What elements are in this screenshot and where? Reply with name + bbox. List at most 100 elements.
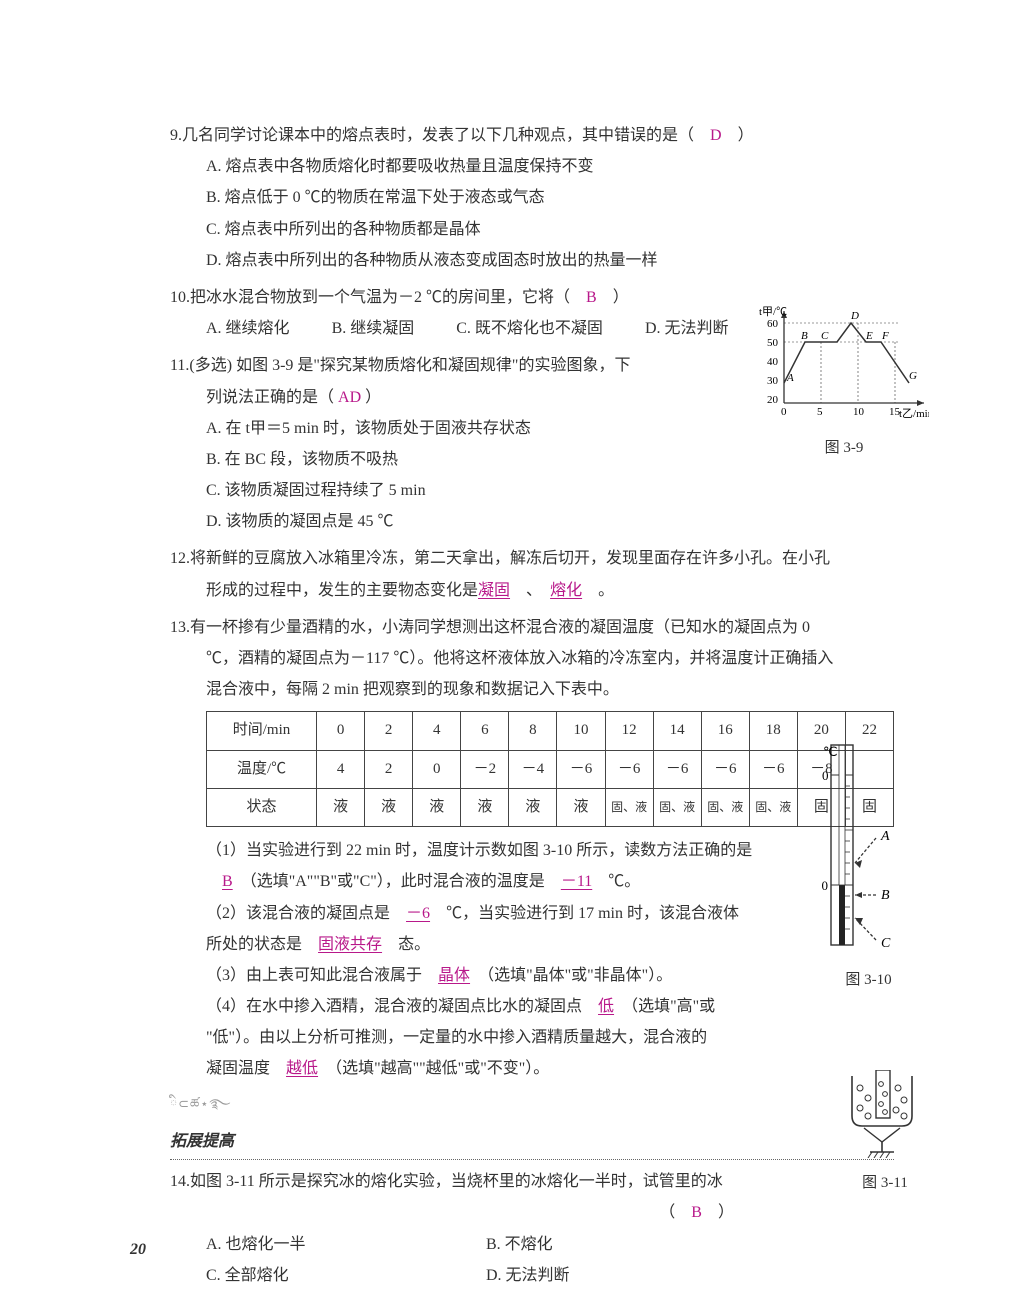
q13-s4a: （4）在水中掺入酒精，混合液的凝固点比水的凝固点: [206, 998, 582, 1015]
q9-tail: ）: [738, 127, 754, 144]
q14-paren-r: ）: [718, 1204, 734, 1221]
pt-B: B: [801, 330, 808, 342]
q14-answer: B: [691, 1204, 702, 1221]
chart-3-9-svg: t甲/℃ t乙/min 60 50 40 30 20 0 5 10 15 A B…: [759, 303, 929, 423]
q14-opt-d: D. 无法判断: [486, 1260, 766, 1291]
q10-answer: B: [586, 289, 597, 306]
cell: 0: [317, 712, 365, 750]
cell: 14: [653, 712, 701, 750]
table-row: 温度/℃ 420－2－4－6－6－6－6－6－8: [207, 750, 894, 788]
q11-stem-a: (多选) 如图 3-9 是"探究某物质熔化和凝固规律"的实验图象，下: [189, 357, 630, 374]
q13-p1a: 有一杯掺有少量酒精的水，小涛同学想测出这杯混合液的凝固温度（已知水的凝固点为 0: [190, 619, 810, 636]
q13-s2a: （2）该混合液的凝固点是: [206, 905, 390, 922]
page-number: 20: [130, 1234, 146, 1265]
q11-tail: ）: [365, 389, 381, 406]
xlabel: t乙/min: [899, 407, 929, 420]
q14-opt-a: A. 也熔化一半: [206, 1229, 486, 1260]
cell: 液: [413, 788, 461, 826]
q14-opt-b: B. 不熔化: [486, 1229, 766, 1260]
q11-stem-b: 列说法正确的是（: [206, 389, 334, 406]
cell: 固、液: [653, 788, 701, 826]
cell: －2: [461, 750, 509, 788]
arrow-C: C: [881, 936, 891, 951]
q14-num: 14.: [170, 1173, 190, 1190]
q9-num: 9.: [170, 127, 182, 144]
q9-answer: D: [710, 127, 722, 144]
cell: 2: [365, 712, 413, 750]
q10-opt-d: D. 无法判断: [645, 313, 729, 344]
table-row: 时间/min 0246810121416182022: [207, 712, 894, 750]
cell: －4: [509, 750, 557, 788]
question-12: 12.将新鲜的豆腐放入冰箱里冷冻，第二天拿出，解冻后切开，发现里面存在许多小孔。…: [170, 543, 894, 605]
th-time: 时间/min: [207, 712, 317, 750]
cell: －6: [653, 750, 701, 788]
q12-tail: 。: [598, 582, 614, 599]
cell: 固、液: [605, 788, 653, 826]
q13-s1a: （1）当实验进行到 22 min 时，温度计示数如图 3-10 所示，读数方法正…: [206, 842, 752, 859]
xtick-10: 10: [853, 406, 865, 418]
q13-s3a: （3）由上表可知此混合液属于: [206, 967, 422, 984]
q12-ans1: 凝固: [478, 582, 510, 599]
q13-s2d: 态。: [398, 936, 430, 953]
cell: 2: [365, 750, 413, 788]
q12-text-b: 形成的过程中，发生的主要物态变化是: [206, 582, 478, 599]
section-deco: ི⊂ཚ⋆࿐: [170, 1091, 894, 1116]
q13-s4-ans1: 低: [598, 998, 614, 1015]
q13-s4e: （选填"越高""越低"或"不变"）。: [334, 1060, 549, 1077]
figure-3-9: t甲/℃ t乙/min 60 50 40 30 20 0 5 10 15 A B…: [759, 303, 929, 463]
thermo-unit: ℃: [823, 744, 838, 759]
q9-opt-b: B. 熔点低于 0 ℃的物质在常温下处于液态或气态: [170, 182, 894, 213]
q12-num: 12.: [170, 550, 190, 567]
q13-s2b: ℃，当实验进行到 17 min 时，该混合液体: [446, 905, 739, 922]
ytick-30: 30: [767, 375, 779, 387]
cell: 液: [317, 788, 365, 826]
beaker-svg: [846, 1070, 924, 1158]
thermo-mark-10: 10: [821, 878, 828, 893]
ytick-60: 60: [767, 318, 779, 330]
question-13: 13.有一杯掺有少量酒精的水，小涛同学想测出这杯混合液的凝固温度（已知水的凝固点…: [170, 612, 894, 1085]
q13-s1b: （选填"A""B"或"C"），此时混合液的温度是: [249, 873, 545, 890]
cell: －6: [557, 750, 605, 788]
pt-E: E: [865, 330, 873, 342]
cell: 固、液: [701, 788, 749, 826]
question-9: 9.几名同学讨论课本中的熔点表时，发表了以下几种观点，其中错误的是（ D ） A…: [170, 120, 894, 276]
cell: 4: [317, 750, 365, 788]
cell: 液: [461, 788, 509, 826]
pt-F: F: [881, 330, 889, 342]
q10-opt-c: C. 既不熔化也不凝固: [456, 313, 603, 344]
page-root: 9.几名同学讨论课本中的熔点表时，发表了以下几种观点，其中错误的是（ D ） A…: [0, 0, 1024, 1315]
cell: 液: [557, 788, 605, 826]
pt-G: G: [909, 370, 917, 382]
q13-s2c: 所处的状态是: [206, 936, 302, 953]
q13-num: 13.: [170, 619, 190, 636]
q13-s2-ans1: －6: [406, 905, 430, 922]
figure-3-10: ℃ 0 10 A B C 图 3-10: [821, 740, 916, 995]
q13-s3b: （选填"晶体"或"非晶体"）。: [486, 967, 672, 984]
xtick-0: 0: [781, 406, 787, 418]
q14-paren-l: （: [659, 1204, 675, 1221]
q11-opt-d: D. 该物质的凝固点是 45 ℃: [170, 506, 894, 537]
cell: 6: [461, 712, 509, 750]
ytick-50: 50: [767, 337, 779, 349]
figure-3-11: 图 3-11: [846, 1070, 924, 1198]
q12-ans2: 熔化: [550, 582, 582, 599]
q14-opt-c: C. 全部熔化: [206, 1260, 486, 1291]
cell: 固、液: [749, 788, 797, 826]
pt-D: D: [850, 310, 859, 322]
q13-data-table: 时间/min 0246810121416182022 温度/℃ 420－2－4－…: [206, 711, 894, 827]
q10-num: 10.: [170, 289, 190, 306]
q9-stem: 几名同学讨论课本中的熔点表时，发表了以下几种观点，其中错误的是（: [182, 127, 694, 144]
q13-s4b: （选填"高"或: [630, 998, 715, 1015]
thermo-svg: ℃ 0 10 A B C: [821, 740, 916, 955]
cell: 18: [749, 712, 797, 750]
cell: 4: [413, 712, 461, 750]
q10-opt-b: B. 继续凝固: [332, 313, 415, 344]
thermo-mark-0: 0: [822, 768, 829, 783]
q9-opt-a: A. 熔点表中各物质熔化时都要吸收热量且温度保持不变: [170, 151, 894, 182]
q10-stem: 把冰水混合物放到一个气温为－2 ℃的房间里，它将（: [190, 289, 570, 306]
q9-opt-d: D. 熔点表中所列出的各种物质从液态变成固态时放出的热量一样: [170, 245, 894, 276]
q10-opt-a: A. 继续熔化: [206, 313, 290, 344]
q12-text-a: 将新鲜的豆腐放入冰箱里冷冻，第二天拿出，解冻后切开，发现里面存在许多小孔。在小孔: [190, 550, 830, 567]
q13-s1c: ℃。: [608, 873, 640, 890]
q13-s1-ans2: －11: [561, 873, 592, 890]
